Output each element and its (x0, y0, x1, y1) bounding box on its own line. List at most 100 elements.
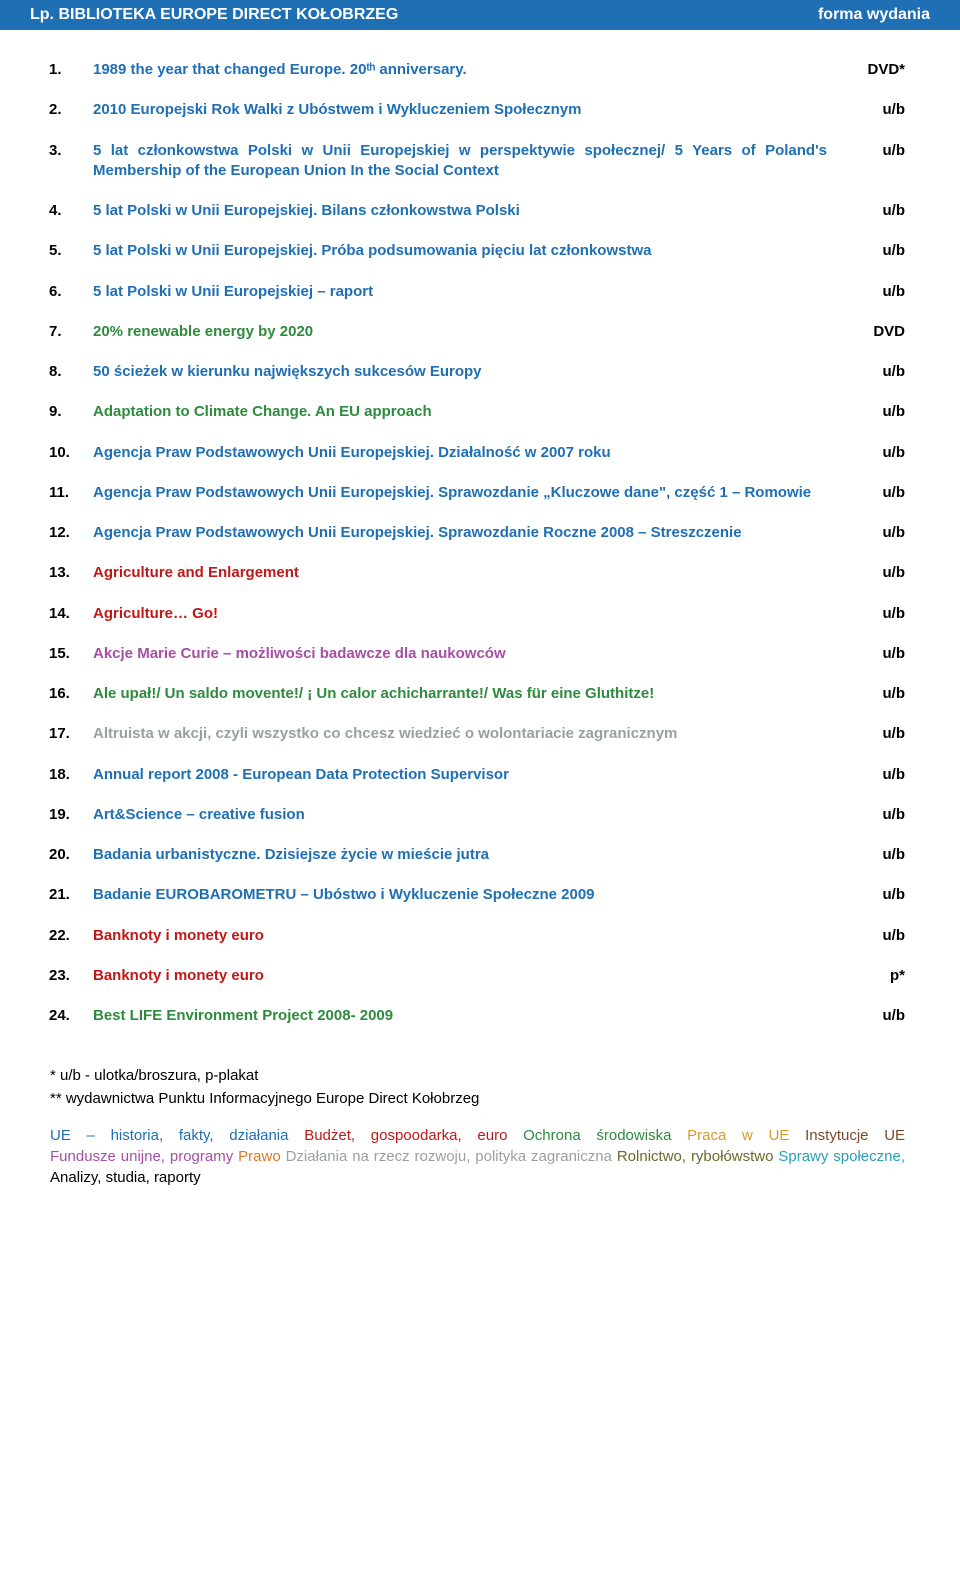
entry-title: Adaptation to Climate Change. An EU appr… (93, 402, 845, 422)
header-left: Lp. BIBLIOTEKA EUROPE DIRECT KOŁOBRZEG (30, 6, 398, 24)
entry-title: 50 ścieżek w kierunku największych sukce… (93, 362, 845, 382)
legend: UE – historia, fakty, działania Budżet, … (0, 1111, 960, 1188)
entry-title: Agencja Praw Podstawowych Unii Europejsk… (93, 443, 845, 463)
entry-title: Agencja Praw Podstawowych Unii Europejsk… (93, 483, 845, 503)
entry-number: 11. (45, 483, 93, 503)
table-row: 23.Banknoty i monety europ* (45, 966, 905, 986)
table-row: 17.Altruista w akcji, czyli wszystko co … (45, 724, 905, 744)
legend-item: Analizy, studia, raporty (50, 1169, 201, 1186)
entry-format: u/b (845, 604, 905, 624)
entry-title: Banknoty i monety euro (93, 966, 845, 986)
entry-title: 1989 the year that changed Europe. 20ᵗʰ … (93, 60, 845, 80)
legend-item: Budżet, gospoodarka, euro (304, 1127, 507, 1144)
entry-title: 5 lat Polski w Unii Europejskiej. Bilans… (93, 201, 845, 221)
entry-format: u/b (845, 362, 905, 382)
entry-format: u/b (845, 201, 905, 221)
table-row: 11.Agencja Praw Podstawowych Unii Europe… (45, 483, 905, 503)
table-row: 18.Annual report 2008 - European Data Pr… (45, 765, 905, 785)
table-row: 13.Agriculture and Enlargementu/b (45, 563, 905, 583)
entry-number: 2. (45, 100, 93, 120)
table-row: 15.Akcje Marie Curie – możliwości badawc… (45, 644, 905, 664)
table-row: 16.Ale upał!/ Un saldo movente!/ ¡ Un ca… (45, 684, 905, 704)
entry-format: u/b (845, 926, 905, 946)
table-row: 2.2010 Europejski Rok Walki z Ubóstwem i… (45, 100, 905, 120)
legend-item: Instytucje UE (805, 1127, 905, 1144)
entry-format: u/b (845, 241, 905, 261)
entry-number: 6. (45, 282, 93, 302)
entry-number: 9. (45, 402, 93, 422)
entry-number: 19. (45, 805, 93, 825)
table-row: 12.Agencja Praw Podstawowych Unii Europe… (45, 523, 905, 543)
legend-item: Rolnictwo, rybołówstwo (617, 1148, 774, 1165)
table-row: 4.5 lat Polski w Unii Europejskiej. Bila… (45, 201, 905, 221)
table-row: 6.5 lat Polski w Unii Europejskiej – rap… (45, 282, 905, 302)
entry-number: 23. (45, 966, 93, 986)
entry-title: Agriculture… Go! (93, 604, 845, 624)
entry-format: u/b (845, 644, 905, 664)
entry-title: Badania urbanistyczne. Dzisiejsze życie … (93, 845, 845, 865)
entry-format: DVD* (845, 60, 905, 80)
entry-number: 14. (45, 604, 93, 624)
legend-item: Fundusze unijne, programy (50, 1148, 233, 1165)
entry-format: u/b (845, 402, 905, 422)
entry-title: 20% renewable energy by 2020 (93, 322, 845, 342)
entry-title: Akcje Marie Curie – możliwości badawcze … (93, 644, 845, 664)
legend-item: Praca w UE (687, 1127, 789, 1144)
entry-number: 17. (45, 724, 93, 744)
entry-format: u/b (845, 1006, 905, 1026)
entry-format: u/b (845, 141, 905, 161)
entry-format: u/b (845, 885, 905, 905)
table-row: 8.50 ścieżek w kierunku największych suk… (45, 362, 905, 382)
entry-format: p* (845, 966, 905, 986)
entry-format: u/b (845, 100, 905, 120)
entry-title: Badanie EUROBAROMETRU – Ubóstwo i Wykluc… (93, 885, 845, 905)
entry-number: 20. (45, 845, 93, 865)
entry-format: u/b (845, 523, 905, 543)
legend-item: Prawo (238, 1148, 281, 1165)
entry-format: u/b (845, 483, 905, 503)
table-header: Lp. BIBLIOTEKA EUROPE DIRECT KOŁOBRZEG f… (0, 0, 960, 30)
entry-title: Art&Science – creative fusion (93, 805, 845, 825)
footnote-line: ** wydawnictwa Punktu Informacyjnego Eur… (50, 1089, 905, 1109)
entry-number: 21. (45, 885, 93, 905)
entry-title: 5 lat Polski w Unii Europejskiej. Próba … (93, 241, 845, 261)
entry-number: 16. (45, 684, 93, 704)
entry-title: Agriculture and Enlargement (93, 563, 845, 583)
table-row: 24.Best LIFE Environment Project 2008- 2… (45, 1006, 905, 1026)
entry-number: 8. (45, 362, 93, 382)
table-row: 14.Agriculture… Go!u/b (45, 604, 905, 624)
legend-item: Działania na rzecz rozwoju, polityka zag… (286, 1148, 612, 1165)
table-row: 5.5 lat Polski w Unii Europejskiej. Prób… (45, 241, 905, 261)
entry-format: u/b (845, 282, 905, 302)
entry-title: 2010 Europejski Rok Walki z Ubóstwem i W… (93, 100, 845, 120)
entry-number: 15. (45, 644, 93, 664)
legend-item: UE – historia, fakty, działania (50, 1127, 288, 1144)
entry-title: Banknoty i monety euro (93, 926, 845, 946)
table-row: 22.Banknoty i monety eurou/b (45, 926, 905, 946)
entry-number: 10. (45, 443, 93, 463)
entry-title: 5 lat Polski w Unii Europejskiej – rapor… (93, 282, 845, 302)
entry-title: Agencja Praw Podstawowych Unii Europejsk… (93, 523, 845, 543)
footnotes: * u/b - ulotka/broszura, p-plakat ** wyda… (0, 1056, 960, 1109)
entry-format: u/b (845, 845, 905, 865)
entry-number: 22. (45, 926, 93, 946)
entry-title: Annual report 2008 - European Data Prote… (93, 765, 845, 785)
entry-number: 12. (45, 523, 93, 543)
table-row: 1.1989 the year that changed Europe. 20ᵗ… (45, 60, 905, 80)
entry-number: 13. (45, 563, 93, 583)
entry-title: Best LIFE Environment Project 2008- 2009 (93, 1006, 845, 1026)
entry-number: 4. (45, 201, 93, 221)
entry-title: Altruista w akcji, czyli wszystko co chc… (93, 724, 845, 744)
entry-title: Ale upał!/ Un saldo movente!/ ¡ Un calor… (93, 684, 845, 704)
entry-number: 7. (45, 322, 93, 342)
entries-list: 1.1989 the year that changed Europe. 20ᵗ… (0, 30, 960, 1056)
table-row: 19.Art&Science – creative fusionu/b (45, 805, 905, 825)
entry-format: u/b (845, 724, 905, 744)
entry-format: u/b (845, 805, 905, 825)
table-row: 20.Badania urbanistyczne. Dzisiejsze życ… (45, 845, 905, 865)
legend-item: Sprawy społeczne, (778, 1148, 905, 1165)
table-row: 7.20% renewable energy by 2020DVD (45, 322, 905, 342)
legend-item: Ochrona środowiska (523, 1127, 671, 1144)
footnote-line: * u/b - ulotka/broszura, p-plakat (50, 1066, 905, 1086)
table-row: 21.Badanie EUROBAROMETRU – Ubóstwo i Wyk… (45, 885, 905, 905)
